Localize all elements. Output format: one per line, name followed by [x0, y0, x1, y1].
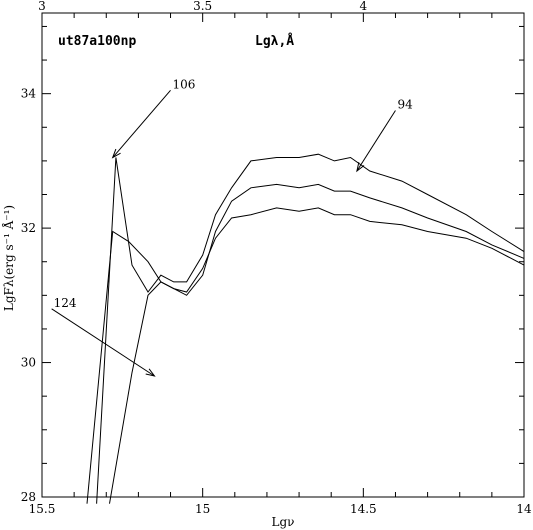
annotations-group: 106 94 124 — [51, 77, 413, 377]
plot-frame — [41, 12, 525, 498]
y-tick-label: 30 — [21, 356, 36, 370]
annotation-label: 94 — [397, 97, 413, 111]
annotation-label: 106 — [173, 77, 196, 91]
annotation-arrow-line — [356, 110, 396, 172]
axis-ticks: 15.5 15 14.5 14 28 30 32 34 3 3.5 4 — [21, 0, 532, 516]
x-tick-label: 14.5 — [350, 502, 377, 516]
series-group — [86, 153, 525, 504]
series-line-2 — [109, 183, 525, 504]
annotation-arrow-head — [145, 368, 156, 377]
y-tick-label: 32 — [21, 221, 36, 235]
top-tick-label: 3 — [38, 0, 46, 13]
top-tick-label: 4 — [360, 0, 368, 13]
x-tick-label: 15.5 — [29, 502, 56, 516]
y-axis-label: LgFλ(erg s⁻¹ Å⁻¹) — [1, 205, 16, 311]
x-axis-label: Lgν — [272, 515, 295, 529]
annotation-arrow-line — [112, 89, 171, 158]
series-line-1 — [96, 153, 525, 504]
annotation-label: 124 — [54, 296, 77, 310]
annotation-arrow-line — [51, 308, 155, 377]
annotation-arrow-head — [356, 162, 365, 173]
series-line-3 — [86, 207, 525, 504]
x-tick-label: 14 — [516, 502, 532, 516]
top-tick-label: 3.5 — [193, 0, 212, 13]
y-tick-label: 28 — [21, 490, 36, 504]
chart-title: ut87a100np — [58, 34, 136, 49]
x-tick-label: 15 — [195, 502, 210, 516]
y-tick-label: 34 — [21, 87, 37, 101]
annotation-arrow-head — [111, 148, 121, 159]
top-axis-label: Lgλ,Å — [255, 33, 294, 49]
